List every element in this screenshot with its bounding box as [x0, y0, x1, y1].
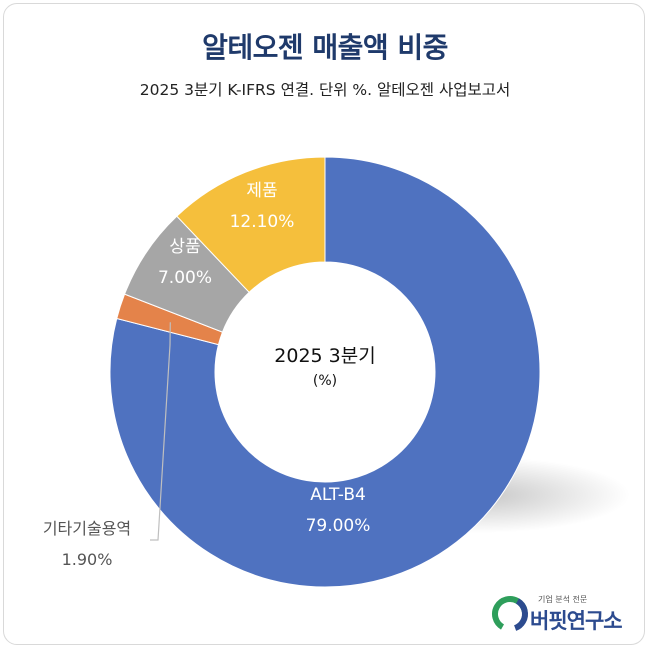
donut-hole [215, 262, 435, 482]
brand-tagline: 기업 분석 전문 [538, 595, 588, 604]
brand-emblem-icon [491, 596, 528, 632]
center-label-period: 2025 3분기 [274, 345, 375, 367]
chart-subtitle: 2025 3분기 K-IFRS 연결. 단위 %. 알테오젠 사업보고서 [139, 81, 511, 99]
slice-label-alt-b4: ALT-B4 [310, 485, 366, 505]
slice-label-제품: 제품 [246, 181, 277, 201]
slice-value-alt-b4: 79.00% [306, 516, 371, 536]
slice-value-상품: 7.00% [158, 268, 212, 288]
slice-label-기타기술용역: 기타기술용역 [43, 519, 131, 538]
brand-logo: 기업 분석 전문 버핏연구소 [490, 592, 640, 636]
brand-name: 버핏연구소 [530, 609, 623, 633]
slice-제품 [176, 156, 326, 293]
chart-frame [3, 3, 645, 645]
leader-line-기타기술용역 [150, 322, 171, 541]
slice-label-상품: 상품 [169, 237, 200, 257]
slice-value-제품: 12.10% [230, 212, 295, 232]
center-label-unit: (%) [313, 373, 337, 389]
chart-title: 알테오젠 매출액 비중 [202, 31, 448, 64]
slice-value-기타기술용역: 1.90% [62, 550, 113, 569]
